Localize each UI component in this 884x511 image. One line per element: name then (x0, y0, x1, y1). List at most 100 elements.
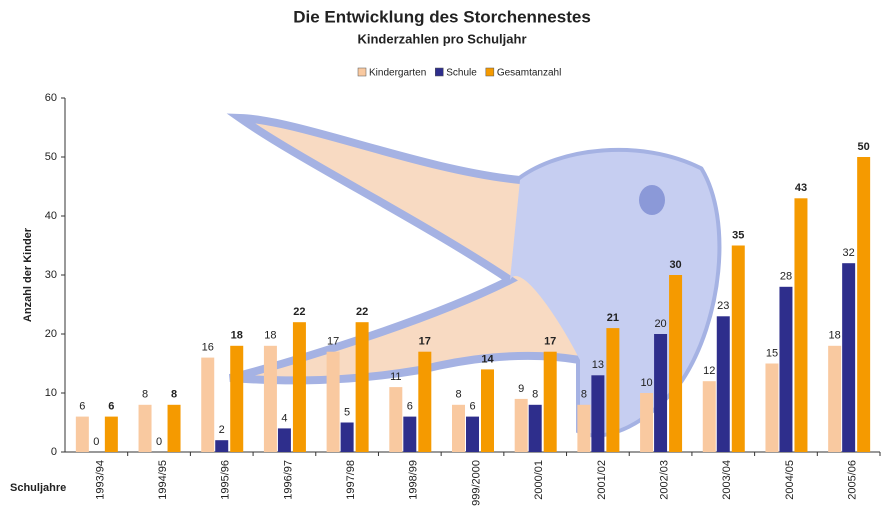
y-axis-label: Anzahl der Kinder (22, 227, 34, 322)
value-label: 8 (455, 389, 461, 401)
x-tick-label: 1994/95 (157, 460, 169, 500)
bar (201, 358, 214, 452)
chart: Die Entwicklung des Storchennestes Kinde… (0, 0, 884, 511)
y-tick-label: 30 (45, 269, 57, 281)
x-tick-label: 2002/03 (658, 460, 670, 500)
bar (669, 275, 682, 452)
value-label: 6 (407, 401, 413, 413)
y-tick-label: 50 (45, 151, 57, 163)
bar (703, 381, 716, 452)
bar (654, 334, 667, 452)
value-label: 16 (202, 342, 214, 354)
bar (466, 417, 479, 452)
value-label: 18 (829, 330, 841, 342)
value-label: 14 (481, 353, 494, 365)
bar (293, 322, 306, 452)
bar (765, 364, 778, 453)
bar (168, 405, 181, 452)
value-label: 15 (766, 347, 778, 359)
bar (356, 322, 369, 452)
value-label: 22 (293, 306, 305, 318)
y-tick-label: 10 (45, 387, 57, 399)
value-label: 6 (469, 401, 475, 413)
value-label: 5 (344, 406, 350, 418)
value-label: 21 (607, 312, 619, 324)
bar (591, 375, 604, 452)
value-label: 2 (219, 424, 225, 436)
value-label: 22 (356, 306, 368, 318)
bar (779, 287, 792, 452)
bar (278, 428, 291, 452)
x-tick-label: 1996/97 (282, 460, 294, 500)
bar (76, 417, 89, 452)
bar (732, 246, 745, 453)
value-label: 0 (93, 436, 99, 448)
bar (341, 423, 354, 453)
bar (842, 263, 855, 452)
x-tick-label: 2000/01 (533, 460, 545, 500)
bar (230, 346, 243, 452)
bar (857, 157, 870, 452)
bar (418, 352, 431, 452)
value-label: 8 (171, 389, 177, 401)
x-axis-label: Schuljahre (10, 482, 66, 494)
legend-swatch (486, 68, 494, 76)
y-tick-label: 40 (45, 210, 57, 222)
value-label: 23 (717, 300, 729, 312)
legend-swatch (435, 68, 443, 76)
value-label: 17 (544, 336, 556, 348)
legend-label: Gesamtanzahl (497, 68, 561, 79)
value-label: 8 (532, 389, 538, 401)
bar (828, 346, 841, 452)
value-label: 18 (264, 330, 276, 342)
chart-title: Die Entwicklung des Storchennestes (293, 7, 591, 26)
x-tick-label: 1993/94 (94, 460, 106, 500)
x-tick-label: 1997/98 (345, 460, 357, 500)
bar (403, 417, 416, 452)
value-label: 9 (518, 383, 524, 395)
chart-subtitle: Kinderzahlen pro Schuljahr (357, 31, 526, 46)
y-tick-label: 0 (51, 446, 57, 458)
x-tick-label: 1998/99 (408, 460, 420, 500)
value-label: 0 (156, 436, 162, 448)
bar (105, 417, 118, 452)
bar (794, 198, 807, 452)
bar (606, 328, 619, 452)
bar (452, 405, 465, 452)
bar (139, 405, 152, 452)
value-label: 35 (732, 229, 744, 241)
value-label: 30 (669, 259, 681, 271)
value-label: 17 (327, 336, 339, 348)
y-tick-label: 60 (45, 92, 57, 104)
x-tick-label: 2001/02 (596, 460, 608, 500)
x-tick-label: 2005/06 (847, 460, 859, 500)
value-label: 11 (390, 371, 401, 383)
bar (515, 399, 528, 452)
legend-label: Kindergarten (369, 68, 426, 79)
value-label: 13 (592, 359, 604, 371)
value-label: 8 (581, 389, 587, 401)
x-tick-label: 2004/05 (784, 460, 796, 500)
value-label: 32 (843, 247, 855, 259)
value-label: 18 (231, 330, 243, 342)
value-label: 10 (640, 377, 652, 389)
bar (717, 316, 730, 452)
value-label: 28 (780, 271, 792, 283)
x-tick-label: 1995/96 (220, 460, 232, 500)
x-tick-label: 999/2000 (470, 460, 482, 506)
bar (327, 352, 340, 452)
bar (481, 369, 494, 452)
value-label: 43 (795, 182, 807, 194)
bar (389, 387, 402, 452)
value-label: 17 (419, 336, 431, 348)
value-label: 6 (79, 401, 85, 413)
bar (577, 405, 590, 452)
bar (529, 405, 542, 452)
value-label: 6 (108, 401, 114, 413)
y-tick-label: 20 (45, 328, 57, 340)
bar (215, 440, 228, 452)
bar (640, 393, 653, 452)
value-label: 4 (281, 412, 287, 424)
value-label: 20 (654, 318, 666, 330)
value-label: 8 (142, 389, 148, 401)
